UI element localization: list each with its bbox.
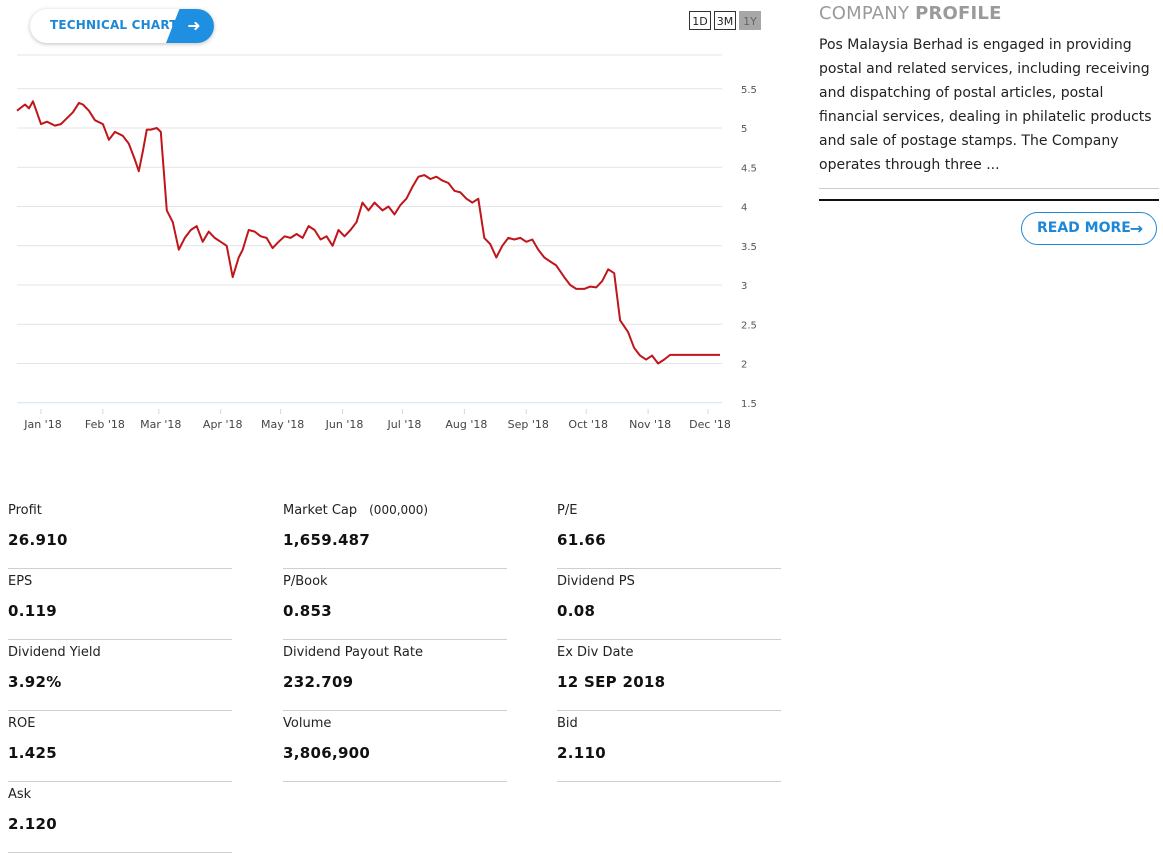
y-tick-label: 3.5 [741, 242, 757, 253]
y-tick-label: 2 [741, 360, 747, 371]
divider [819, 188, 1159, 189]
stat-label: ROE [8, 716, 36, 731]
chart-grid [17, 54, 722, 404]
x-tick-label: Mar '18 [140, 418, 181, 431]
stat-label: P/Book [283, 574, 328, 589]
technical-chart-button[interactable]: TECHNICAL CHART ➜ [30, 9, 214, 43]
stat-value: 0.119 [8, 602, 57, 620]
stat-item: ROE 1.425 [8, 711, 232, 782]
stat-value: 1,659.487 [283, 531, 371, 549]
read-more-label: READ MORE [1037, 220, 1131, 236]
stat-item: Dividend Payout Rate 232.709 [283, 640, 507, 711]
stat-value: 232.709 [283, 673, 354, 691]
stat-value: 61.66 [557, 531, 606, 549]
company-profile: COMPANY PROFILE Pos Malaysia Berhad is e… [819, 3, 1159, 177]
x-tick-label: Jan '18 [23, 418, 61, 431]
price-line [16, 100, 720, 365]
stat-label: EPS [8, 574, 33, 589]
technical-chart-label: TECHNICAL CHART [50, 18, 178, 32]
arrow-right-icon: → [1129, 219, 1143, 238]
stat-label: Dividend Payout Rate [283, 645, 423, 660]
stat-label: Market Cap (000,000) [283, 503, 429, 518]
stat-unit: (000,000) [369, 503, 429, 517]
x-tick-label: Oct '18 [568, 418, 608, 431]
range-1y-button[interactable]: 1Y [739, 11, 761, 30]
x-tick-label: Sep '18 [508, 418, 549, 431]
stat-label: Dividend PS [557, 574, 635, 589]
stat-value: 3,806,900 [283, 744, 371, 762]
stat-label: P/E [557, 503, 578, 518]
stat-item: P/Book 0.853 [283, 569, 507, 640]
price-chart: 1.5 2 2.5 3 3.5 4 4.5 5 5.5 Jan '18 Feb '18 Mar '1… [16, 54, 757, 431]
divider [819, 199, 1159, 201]
y-tick-label: 2.5 [741, 320, 757, 331]
y-axis-ticks: 1.5 2 2.5 3 3.5 4 4.5 5 5.5 [741, 85, 757, 410]
stat-item: Market Cap (000,000) 1,659.487 [283, 498, 507, 569]
stat-label: Ex Div Date [557, 645, 634, 660]
stat-label: Dividend Yield [8, 645, 101, 660]
stat-item: Ex Div Date 12 SEP 2018 [557, 640, 781, 711]
stat-value: 2.120 [8, 815, 57, 833]
stat-item: P/E 61.66 [557, 498, 781, 569]
x-tick-label: Jun '18 [325, 418, 364, 431]
x-tick-label: Feb '18 [85, 418, 125, 431]
y-tick-label: 5 [741, 124, 747, 135]
stat-item: Volume 3,806,900 [283, 711, 507, 782]
profile-title: COMPANY PROFILE [819, 3, 1159, 24]
range-1d-button[interactable]: 1D [689, 11, 711, 30]
x-tick-label: May '18 [261, 418, 304, 431]
y-tick-label: 4 [741, 203, 747, 214]
stat-value: 12 SEP 2018 [557, 673, 666, 691]
x-tick-label: Apr '18 [203, 418, 243, 431]
stat-label: Profit [8, 503, 42, 518]
range-3m-button[interactable]: 3M [714, 11, 736, 30]
stat-item: Bid 2.110 [557, 711, 781, 782]
stat-item: Ask 2.120 [8, 782, 232, 853]
x-axis-ticks: Jan '18 Feb '18 Mar '18 Apr '18 May '18 Jun '… [23, 409, 731, 431]
stat-item: Profit 26.910 [8, 498, 232, 569]
x-tick-label: Dec '18 [689, 418, 731, 431]
stat-item: Dividend PS 0.08 [557, 569, 781, 640]
stat-value: 0.08 [557, 602, 596, 620]
stat-label: Volume [283, 716, 332, 731]
stat-value: 2.110 [557, 744, 606, 762]
stat-label: Ask [8, 787, 32, 802]
stat-value: 3.92% [8, 673, 62, 691]
y-tick-label: 3 [741, 281, 747, 292]
stat-label: Bid [557, 716, 578, 731]
stat-value: 1.425 [8, 744, 57, 762]
profile-title-light: COMPANY [819, 3, 916, 24]
x-tick-label: Jul '18 [387, 418, 422, 431]
profile-title-bold: PROFILE [915, 3, 1002, 24]
range-selector: 1D 3M 1Y [689, 11, 761, 30]
y-tick-label: 1.5 [741, 399, 757, 410]
y-tick-label: 5.5 [741, 85, 757, 96]
x-tick-label: Nov '18 [629, 418, 671, 431]
y-tick-label: 4.5 [741, 163, 757, 174]
stat-item: Dividend Yield 3.92% [8, 640, 232, 711]
arrow-right-icon: ➜ [166, 9, 214, 43]
x-tick-label: Aug '18 [445, 418, 487, 431]
stat-value: 0.853 [283, 602, 332, 620]
read-more-button[interactable]: READ MORE → [1021, 212, 1157, 245]
stat-item: EPS 0.119 [8, 569, 232, 640]
profile-description: Pos Malaysia Berhad is engaged in provid… [819, 37, 1152, 173]
stat-value: 26.910 [8, 531, 68, 549]
